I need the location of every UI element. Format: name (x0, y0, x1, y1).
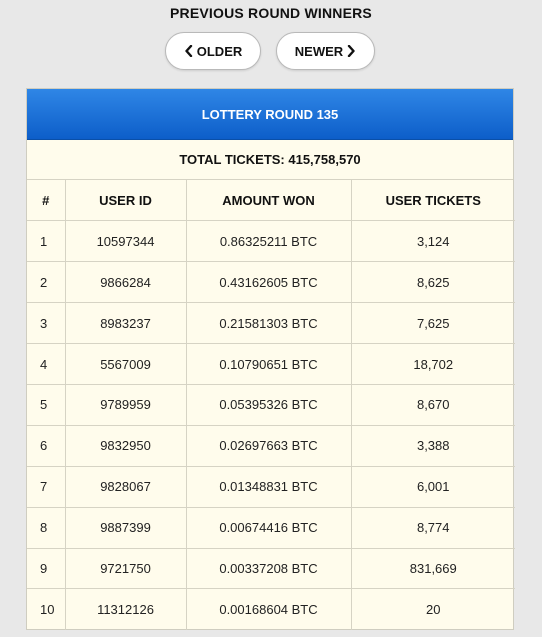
cell-user-tickets: 831,669 (351, 548, 515, 590)
cell-user-id: 10597344 (65, 220, 187, 263)
column-header-user-tickets: USER TICKETS (351, 180, 515, 222)
cell-rank: 9 (27, 548, 66, 590)
cell-user-tickets: 18,702 (351, 343, 515, 385)
cell-user-id: 5567009 (65, 343, 187, 385)
table-row: 8 9887399 0.00674416 BTC 8,774 (27, 507, 515, 549)
chevron-left-icon (184, 45, 193, 57)
table-row: 5 9789959 0.05395326 BTC 8,670 (27, 384, 515, 426)
cell-rank: 6 (27, 425, 66, 467)
table-row: 4 5567009 0.10790651 BTC 18,702 (27, 343, 515, 385)
cell-user-tickets: 8,774 (351, 507, 515, 549)
cell-rank: 1 (27, 220, 66, 263)
table-row: 7 9828067 0.01348831 BTC 6,001 (27, 466, 515, 508)
cell-user-tickets: 6,001 (351, 466, 515, 508)
newer-button-label: NEWER (294, 43, 344, 59)
older-button-label: OLDER (196, 43, 243, 59)
older-button[interactable]: OLDER (165, 32, 261, 70)
cell-rank: 5 (27, 384, 66, 426)
table-row: 3 8983237 0.21581303 BTC 7,625 (27, 302, 515, 345)
column-header-rank: # (27, 180, 66, 222)
total-tickets: TOTAL TICKETS: 415,758,570 (27, 140, 513, 180)
table-row: 2 9866284 0.43162605 BTC 8,625 (27, 261, 515, 304)
cell-rank: 10 (27, 588, 66, 630)
cell-amount-won: 0.00337208 BTC (186, 548, 352, 590)
cell-user-tickets: 3,388 (351, 425, 515, 467)
cell-amount-won: 0.86325211 BTC (186, 220, 352, 263)
cell-rank: 7 (27, 466, 66, 508)
cell-user-tickets: 8,625 (351, 261, 515, 304)
table-header-row: # USER ID AMOUNT WON USER TICKETS (27, 180, 515, 222)
cell-amount-won: 0.10790651 BTC (186, 343, 352, 385)
cell-user-id: 9789959 (65, 384, 187, 426)
cell-rank: 8 (27, 507, 66, 549)
cell-user-id: 9866284 (65, 261, 187, 304)
cell-user-id: 11312126 (65, 588, 187, 630)
cell-user-id: 9828067 (65, 466, 187, 508)
cell-user-id: 9832950 (65, 425, 187, 467)
chevron-right-icon (347, 45, 356, 57)
cell-amount-won: 0.00674416 BTC (186, 507, 352, 549)
page-title: PREVIOUS ROUND WINNERS (170, 5, 372, 21)
cell-user-id: 9887399 (65, 507, 187, 549)
cell-amount-won: 0.01348831 BTC (186, 466, 352, 508)
cell-rank: 4 (27, 343, 66, 385)
table-row: 10 11312126 0.00168604 BTC 20 (27, 588, 515, 630)
column-header-user-id: USER ID (65, 180, 187, 222)
cell-user-tickets: 20 (426, 602, 441, 618)
cell-user-id: 8983237 (65, 302, 187, 345)
winners-table: # USER ID AMOUNT WON USER TICKETS 1 10597… (27, 180, 515, 630)
table-row: 1 10597344 0.86325211 BTC 3,124 (27, 220, 515, 263)
cell-rank: 3 (27, 302, 66, 345)
table-row: 9 9721750 0.00337208 BTC 831,669 (27, 548, 515, 590)
cell-amount-won: 0.02697663 BTC (186, 425, 352, 467)
cell-user-tickets: 3,124 (351, 220, 515, 263)
cell-amount-won: 0.21581303 BTC (186, 302, 352, 345)
cell-user-id: 9721750 (65, 548, 187, 590)
newer-button[interactable]: NEWER (276, 32, 375, 70)
table-row: 6 9832950 0.02697663 BTC 3,388 (27, 425, 515, 467)
cell-rank: 2 (27, 261, 66, 304)
winners-panel: LOTTERY ROUND 135 TOTAL TICKETS: 415,758… (26, 88, 515, 630)
cell-user-tickets: 7,625 (351, 302, 515, 345)
column-header-amount-won: AMOUNT WON (186, 180, 352, 222)
cell-amount-won: 0.00168604 BTC (186, 588, 352, 630)
round-header: LOTTERY ROUND 135 (27, 89, 513, 140)
cell-amount-won: 0.43162605 BTC (186, 261, 352, 304)
cell-amount-won: 0.05395326 BTC (186, 384, 352, 426)
cell-user-tickets: 8,670 (351, 384, 515, 426)
